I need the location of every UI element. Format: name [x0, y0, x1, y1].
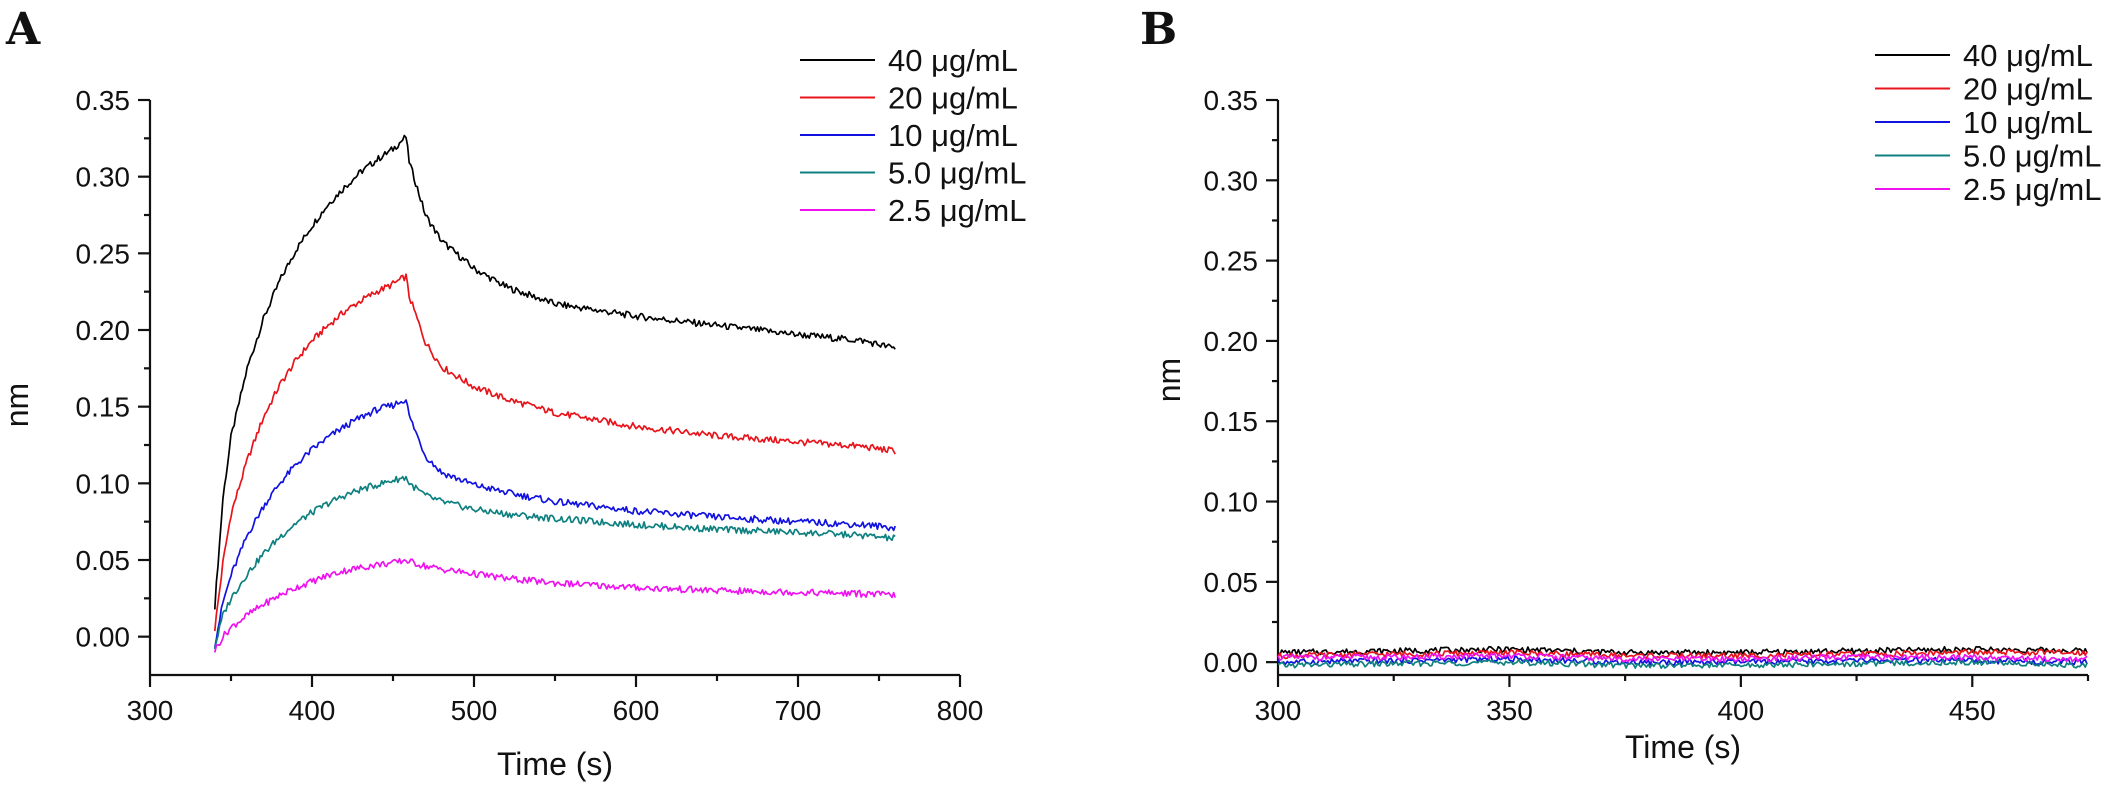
y-tick-label: 0.00 — [76, 622, 131, 653]
panel-b-letter: B — [1140, 4, 1177, 55]
series-line — [1277, 652, 2088, 663]
y-tick-label: 0.05 — [76, 545, 131, 576]
series-line — [213, 134, 896, 610]
panel-b-chart: 0.00 0.05 0.10 0.15 0.20 0.25 0.30 0.35 300 350 40… — [1151, 38, 2102, 765]
legend-label: 5.0 μg/mL — [1963, 139, 2102, 174]
x-tick-label: 600 — [613, 695, 660, 726]
y-tick-label: 0.05 — [1204, 567, 1259, 598]
y-axis-title: nm — [1151, 358, 1187, 402]
legend-label: 20 μg/mL — [888, 81, 1018, 116]
x-tick-label: 500 — [451, 695, 498, 726]
y-tick-label: 0.20 — [76, 315, 131, 346]
y-tick-label: 0.30 — [1204, 165, 1259, 196]
x-tick-label: 400 — [1717, 695, 1764, 726]
y-tick-label: 0.10 — [1204, 487, 1259, 518]
y-tick-label: 0.35 — [76, 85, 131, 116]
y-axis-title: nm — [0, 383, 35, 427]
legend-label: 40 μg/mL — [888, 43, 1018, 78]
legend-label: 10 μg/mL — [1963, 105, 2093, 140]
x-axis-title: Time (s) — [497, 746, 613, 782]
y-tick-label: 0.15 — [1204, 406, 1259, 437]
series-line — [213, 475, 896, 650]
x-tick-label: 300 — [127, 695, 174, 726]
y-tick-label: 0.30 — [76, 162, 131, 193]
x-tick-label: 450 — [1949, 695, 1996, 726]
legend-label: 10 μg/mL — [888, 118, 1018, 153]
legend-label: 20 μg/mL — [1963, 72, 2093, 107]
series-line — [1277, 648, 2088, 660]
legend-label: 5.0 μg/mL — [888, 156, 1027, 191]
y-tick-label: 0.10 — [76, 468, 131, 499]
x-axis-title: Time (s) — [1625, 729, 1741, 765]
y-tick-label: 0.25 — [1204, 246, 1259, 277]
x-tick-label: 800 — [937, 695, 984, 726]
y-tick-label: 0.00 — [1204, 647, 1259, 678]
x-tick-label: 350 — [1486, 695, 1533, 726]
series-line — [1277, 655, 2088, 666]
x-tick-label: 300 — [1255, 695, 1302, 726]
series-line — [213, 399, 896, 648]
legend-label: 2.5 μg/mL — [888, 193, 1027, 228]
x-tick-label: 700 — [775, 695, 822, 726]
x-tick-label: 400 — [289, 695, 336, 726]
series-line — [213, 273, 896, 632]
panel-a-letter: A — [5, 4, 41, 55]
series-line — [1277, 658, 2088, 670]
panel-a-chart: 0.00 0.05 0.10 0.15 0.20 0.25 0.30 0.35 300 400 50… — [0, 43, 1027, 782]
y-tick-label: 0.20 — [1204, 326, 1259, 357]
series-line — [213, 557, 897, 653]
y-tick-label: 0.15 — [76, 392, 131, 423]
y-tick-label: 0.35 — [1204, 85, 1259, 116]
legend-label: 2.5 μg/mL — [1963, 172, 2102, 207]
legend-label: 40 μg/mL — [1963, 38, 2093, 73]
y-tick-label: 0.25 — [76, 238, 131, 269]
